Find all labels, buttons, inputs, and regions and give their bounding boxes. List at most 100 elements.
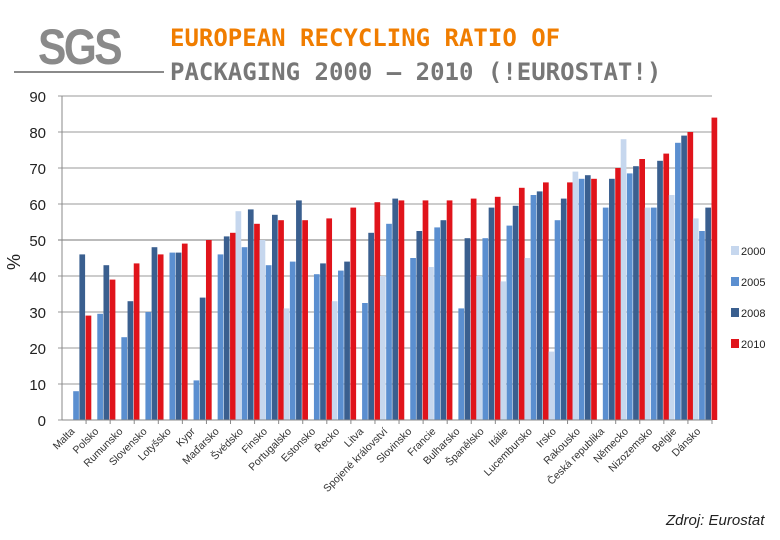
bar-2005 (602, 207, 609, 420)
bar-2010 (639, 159, 646, 420)
bar-2000 (428, 267, 434, 420)
bar-2010 (422, 200, 429, 420)
bar-2000 (500, 281, 507, 420)
bar-2005 (530, 195, 537, 420)
bar-2010 (518, 187, 525, 420)
bar-2010 (254, 223, 260, 420)
bar-2005 (675, 142, 681, 421)
bar-2008 (609, 178, 615, 420)
bar-2008 (296, 200, 302, 420)
page-title-line1: EUROPEAN RECYCLING RATIO OF (170, 24, 561, 52)
bar-2008 (368, 232, 374, 420)
bar-2010 (398, 200, 405, 420)
bar-2005 (121, 337, 128, 420)
bar-2008 (79, 254, 86, 420)
bar-2010 (205, 240, 212, 420)
y-tick-label: 40 (29, 269, 46, 286)
bar-2010 (374, 202, 381, 420)
bar-2005 (506, 225, 513, 420)
bar-2010 (157, 254, 164, 420)
bar-2005 (169, 252, 176, 420)
y-tick-label: 0 (38, 413, 46, 430)
bar-2010 (302, 220, 308, 420)
bar-2008 (416, 231, 423, 420)
bar-2008 (392, 198, 399, 420)
bar-2005 (362, 303, 368, 420)
bar-2008 (560, 198, 567, 420)
bar-2010 (615, 168, 621, 420)
y-tick-label: 70 (29, 161, 46, 178)
bar-2005 (458, 308, 465, 420)
bar-2000 (476, 276, 482, 420)
y-tick-label: 10 (29, 377, 46, 394)
bar-2010 (109, 279, 116, 420)
bar-2008 (175, 252, 182, 420)
bar-2000 (524, 258, 531, 420)
bar-2000 (548, 351, 555, 420)
bar-2005 (145, 312, 152, 420)
y-tick-label: 30 (29, 305, 46, 322)
legend-swatch-2005 (731, 277, 739, 286)
bar-2005 (313, 274, 320, 420)
logo-underline (14, 71, 164, 73)
bar-2010 (326, 218, 333, 420)
bar-2008 (657, 160, 663, 421)
legend-label: 2010 (741, 339, 765, 351)
bar-2010 (543, 182, 549, 420)
bar-2000 (620, 139, 627, 420)
y-tick-label: 20 (29, 341, 46, 358)
bar-2005 (265, 265, 272, 420)
bar-2008 (151, 247, 158, 420)
bar-2008 (271, 214, 278, 420)
legend-swatch-2010 (731, 339, 739, 348)
page-title-line2: PACKAGING 2000 – 2010 (!EUROSTAT!) (170, 58, 662, 86)
bar-2000 (235, 211, 242, 420)
bar-2008 (199, 297, 206, 420)
bar-2010 (711, 117, 718, 420)
legend-swatch-2008 (731, 308, 739, 317)
bar-2005 (434, 227, 441, 420)
legend-swatch-2000 (731, 246, 739, 255)
bar-2005 (482, 238, 489, 420)
bar-2005 (241, 247, 248, 420)
bar-2000 (283, 308, 290, 420)
bar-2008 (440, 220, 447, 420)
bar-2000 (668, 195, 675, 420)
source-note: Zdroj: Eurostat (666, 512, 765, 529)
bar-2005 (386, 223, 392, 420)
bar-2005 (193, 380, 200, 420)
bar-2010 (230, 232, 236, 420)
bar-2005 (650, 207, 657, 420)
bar-2000 (644, 207, 651, 420)
bar-2005 (554, 220, 561, 420)
bar-2000 (572, 171, 579, 420)
bar-2005 (410, 258, 416, 420)
bar-2008 (320, 263, 326, 420)
bar-2008 (488, 207, 495, 420)
bar-2005 (699, 231, 705, 420)
bar-2010 (591, 178, 597, 420)
bar-2010 (687, 132, 694, 420)
bar-2008 (464, 238, 471, 420)
y-tick-label: 50 (29, 233, 46, 250)
y-tick-label: 90 (29, 89, 46, 106)
bar-2005 (73, 391, 79, 420)
bar-2008 (223, 236, 230, 420)
y-tick-label: 80 (29, 125, 46, 142)
bar-2008 (705, 207, 712, 420)
bar-2005 (217, 254, 224, 420)
bar-2010 (278, 220, 284, 420)
bar-2010 (350, 207, 357, 420)
logo-text: SGS (38, 19, 123, 75)
bar-2000 (692, 218, 699, 420)
bar-2005 (626, 173, 633, 420)
bar-2008 (633, 166, 639, 420)
bar-2008 (103, 265, 110, 420)
bar-2008 (344, 261, 350, 420)
bar-2010 (181, 243, 188, 420)
legend-label: 2008 (741, 308, 765, 320)
bar-2010 (470, 198, 477, 420)
bar-2005 (578, 178, 585, 420)
bar-2010 (567, 182, 573, 420)
bar-2005 (289, 261, 296, 420)
